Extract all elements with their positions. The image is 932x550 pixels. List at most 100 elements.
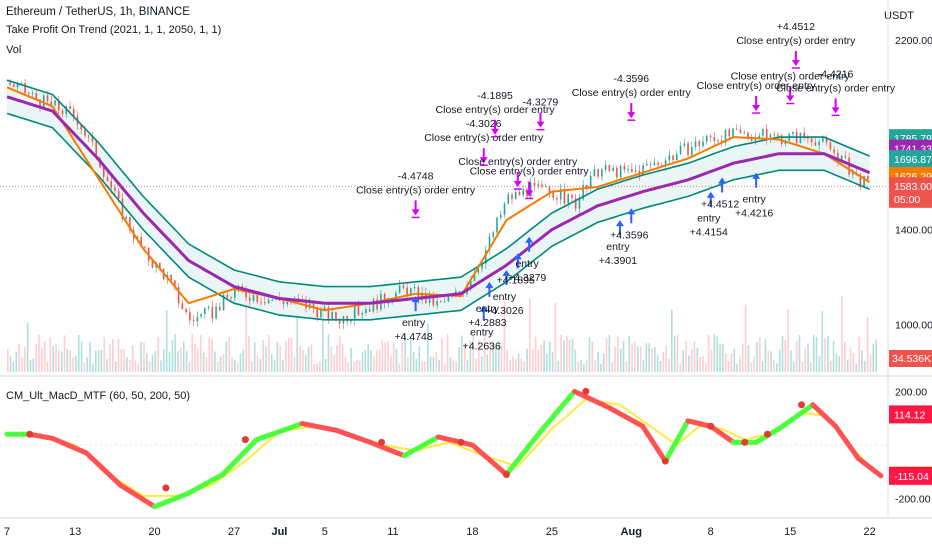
volume-bar xyxy=(32,358,35,372)
volume-bar xyxy=(733,348,736,372)
candle xyxy=(189,312,191,321)
volume-bar xyxy=(344,356,347,372)
volume-bar xyxy=(455,361,457,372)
trade-label: Close entry(s) order entry xyxy=(356,184,476,196)
candle xyxy=(102,167,105,178)
trade-label: entry xyxy=(515,258,539,270)
volume-bar xyxy=(168,351,171,372)
band-fill xyxy=(7,80,870,320)
volume-bar xyxy=(270,353,273,372)
volume-bar xyxy=(46,361,49,372)
candle xyxy=(758,135,761,138)
candle xyxy=(16,84,19,88)
strategy-label[interactable]: Take Profit On Trend (2021, 1, 1, 2050, … xyxy=(6,24,222,36)
candle xyxy=(679,145,682,155)
volume-bar xyxy=(776,363,778,372)
volume-bar xyxy=(594,360,596,372)
volume-bar xyxy=(134,360,137,372)
volume-badge xyxy=(889,350,932,367)
volume-label[interactable]: Vol xyxy=(6,44,22,56)
entry-arrow-icon xyxy=(411,296,420,312)
volume-bar xyxy=(390,355,392,372)
candle xyxy=(765,128,768,140)
candle xyxy=(57,100,60,111)
volume-bar xyxy=(117,339,120,372)
volume-bar xyxy=(415,358,418,372)
candle xyxy=(181,303,184,309)
candle xyxy=(848,157,850,175)
volume-bar xyxy=(568,340,571,372)
macd-segment xyxy=(872,468,884,479)
candle xyxy=(571,194,573,199)
trade-label: entry xyxy=(606,241,630,253)
x-tick-label: 11 xyxy=(387,526,398,538)
volume-bar xyxy=(781,335,784,372)
volume-bar xyxy=(182,341,185,372)
exit-arrow-icon xyxy=(791,50,800,66)
volume-bar xyxy=(540,344,543,372)
volume-bar xyxy=(778,349,781,372)
exit-arrow-icon xyxy=(525,181,534,197)
trade-label: +4.3901 xyxy=(599,255,637,267)
cross-dot xyxy=(502,470,510,478)
trade-label: -4.3596 xyxy=(613,73,649,85)
volume-bar xyxy=(245,297,247,372)
volume-bar xyxy=(653,347,656,372)
candle xyxy=(608,165,611,172)
candle xyxy=(331,311,334,320)
volume-bar xyxy=(608,334,611,372)
volume-bar xyxy=(495,347,497,372)
volume-bar xyxy=(517,353,520,372)
volume-bar xyxy=(268,335,270,372)
volume-bar xyxy=(304,354,307,372)
candle xyxy=(365,309,367,314)
candle xyxy=(477,268,480,273)
candle xyxy=(705,135,708,142)
volume-bar xyxy=(523,361,526,372)
volume-bar xyxy=(846,359,849,372)
candle xyxy=(544,186,547,188)
volume-bar xyxy=(821,311,824,372)
volume-bar xyxy=(824,338,826,372)
candle xyxy=(597,169,599,177)
candle xyxy=(859,174,862,188)
volume-bar xyxy=(353,361,355,372)
candle xyxy=(443,301,446,303)
oscillator-label[interactable]: CM_Ult_MacD_MTF (60, 50, 200, 50) xyxy=(6,390,191,402)
candle xyxy=(106,177,109,182)
candle xyxy=(346,315,348,322)
candle xyxy=(159,262,161,269)
volume-bar xyxy=(838,356,841,372)
volume-bar xyxy=(758,337,761,372)
candle xyxy=(690,147,693,156)
candle xyxy=(9,82,11,85)
volume-bar xyxy=(483,335,486,372)
x-tick-label: 20 xyxy=(148,526,160,538)
candle xyxy=(522,189,525,196)
volume-value: 34.536K xyxy=(892,353,931,365)
volume-bar xyxy=(407,357,409,372)
trade-label: +4.4154 xyxy=(690,227,728,239)
volume-bar xyxy=(858,336,860,372)
volume-bar xyxy=(514,358,517,372)
volume-bar xyxy=(43,340,46,372)
volume-bar xyxy=(199,335,202,372)
volume-bar xyxy=(370,350,372,372)
trade-label: +4.3596 xyxy=(610,229,648,241)
candle xyxy=(125,216,127,219)
volume-bar xyxy=(120,349,123,372)
candle xyxy=(559,188,562,200)
volume-bar xyxy=(77,334,80,372)
candle xyxy=(80,124,83,130)
price-axis-unit: USDT xyxy=(884,10,914,22)
volume-bar xyxy=(185,350,188,372)
volume-bar xyxy=(531,348,534,372)
volume-bar xyxy=(316,363,318,372)
volume-bar xyxy=(452,360,455,372)
candle xyxy=(196,316,199,322)
candle xyxy=(402,285,405,288)
volume-bar xyxy=(849,347,852,372)
volume-bar xyxy=(739,356,741,372)
x-tick-label: 27 xyxy=(228,526,240,538)
